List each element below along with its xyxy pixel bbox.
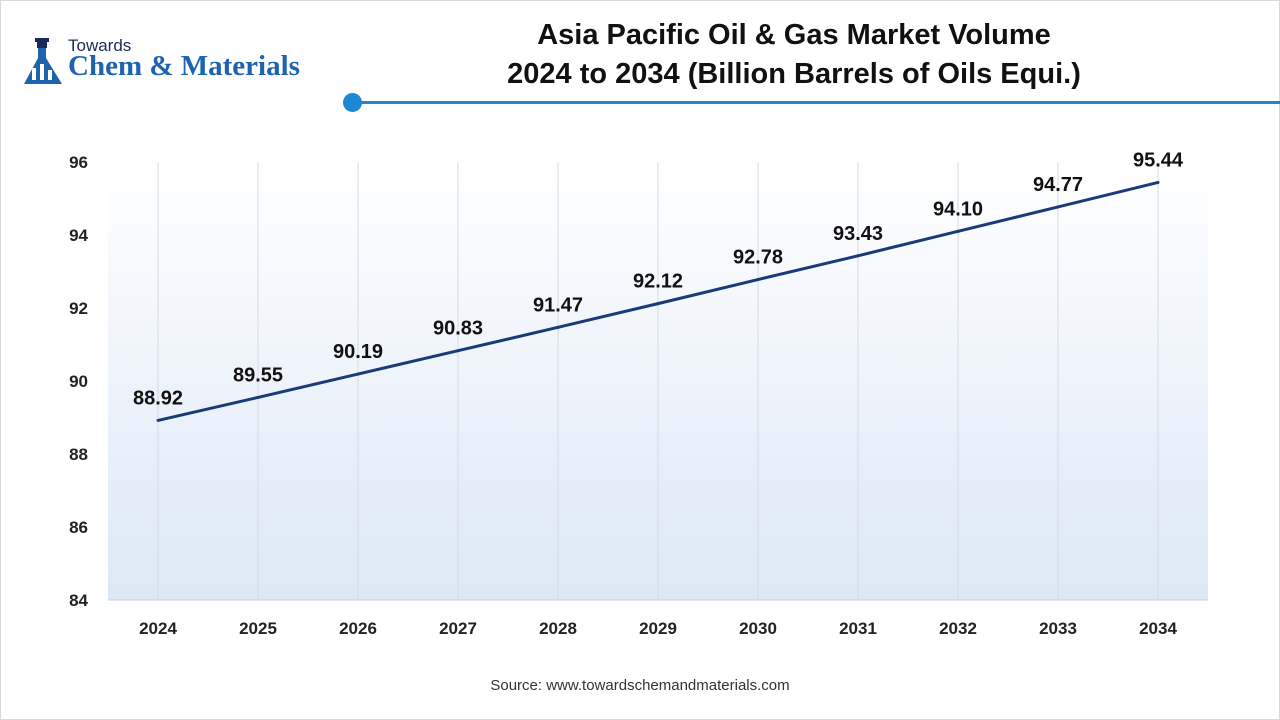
title-divider-dot bbox=[343, 93, 362, 112]
y-axis: 84 86 88 90 92 94 96 bbox=[69, 153, 88, 610]
y-tick-label: 90 bbox=[69, 372, 88, 391]
data-point bbox=[456, 349, 460, 353]
y-tick-label: 84 bbox=[69, 591, 88, 610]
data-label: 90.19 bbox=[333, 341, 383, 363]
x-tick-label: 2028 bbox=[539, 619, 577, 638]
x-tick-label: 2025 bbox=[239, 619, 277, 638]
source-note: Source: www.towardschemandmaterials.com bbox=[490, 677, 790, 694]
data-label: 92.78 bbox=[733, 247, 783, 269]
data-label: 95.44 bbox=[1133, 149, 1184, 171]
data-point bbox=[856, 254, 860, 258]
flask-icon bbox=[24, 38, 62, 84]
x-tick-label: 2026 bbox=[339, 619, 377, 638]
data-labels: 88.92 89.55 90.19 90.83 91.47 92.12 92.78 93.43… bbox=[133, 149, 1184, 409]
chart-title-line-2: 2024 to 2034 (Billion Barrels of Oils Eq… bbox=[507, 58, 1081, 90]
y-tick-label: 96 bbox=[69, 153, 88, 172]
chart-title-line-1: Asia Pacific Oil & Gas Market Volume bbox=[537, 19, 1051, 51]
y-tick-label: 92 bbox=[69, 299, 88, 318]
logo-top-text: Towards bbox=[68, 36, 132, 55]
data-point bbox=[956, 229, 960, 233]
title-divider bbox=[352, 101, 1280, 104]
data-point bbox=[656, 302, 660, 306]
x-tick-label: 2031 bbox=[839, 619, 877, 638]
data-label: 94.10 bbox=[933, 198, 983, 220]
data-label: 92.12 bbox=[633, 271, 683, 293]
data-label: 93.43 bbox=[833, 223, 883, 245]
data-point bbox=[756, 278, 760, 282]
x-tick-label: 2033 bbox=[1039, 619, 1077, 638]
x-axis: 2024 2025 2026 2027 2028 2029 2030 2031 2032 2033… bbox=[139, 619, 1177, 638]
series-line-group bbox=[156, 180, 1160, 422]
data-point bbox=[1156, 180, 1160, 184]
data-point bbox=[1056, 205, 1060, 209]
data-label: 88.92 bbox=[133, 387, 183, 409]
data-point bbox=[156, 418, 160, 422]
y-tick-label: 94 bbox=[69, 226, 88, 245]
x-tick-label: 2029 bbox=[639, 619, 677, 638]
x-tick-label: 2032 bbox=[939, 619, 977, 638]
data-point bbox=[356, 372, 360, 376]
y-tick-label: 88 bbox=[69, 445, 88, 464]
data-label: 91.47 bbox=[533, 294, 583, 316]
data-label: 94.77 bbox=[1033, 174, 1083, 196]
x-tick-label: 2027 bbox=[439, 619, 477, 638]
data-point bbox=[256, 395, 260, 399]
chart-title: Asia Pacific Oil & Gas Market Volume 202… bbox=[440, 16, 1148, 94]
y-tick-label: 86 bbox=[69, 518, 88, 537]
x-tick-label: 2030 bbox=[739, 619, 777, 638]
x-tick-label: 2024 bbox=[139, 619, 177, 638]
logo-main-text: Chem & Materials bbox=[68, 50, 300, 82]
brand-logo: Towards Chem & Materials bbox=[22, 34, 342, 90]
data-label: 90.83 bbox=[433, 318, 483, 340]
x-tick-label: 2034 bbox=[1139, 619, 1177, 638]
data-point bbox=[556, 325, 560, 329]
data-label: 89.55 bbox=[233, 364, 283, 386]
grid-lines bbox=[108, 162, 1208, 601]
